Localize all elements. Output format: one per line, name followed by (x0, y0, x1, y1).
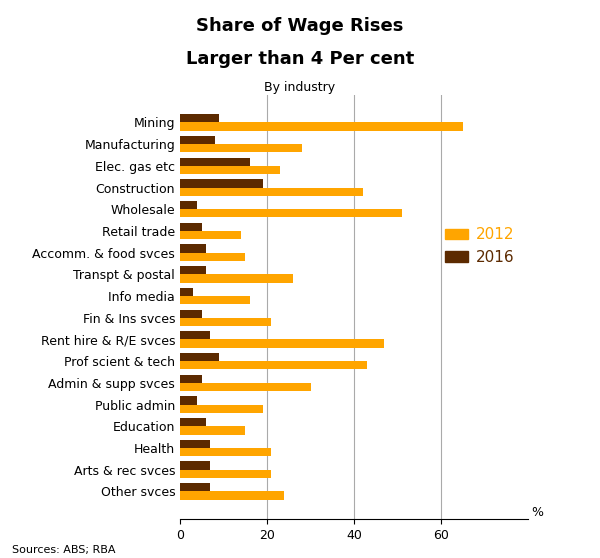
Bar (180, 461, 211, 470)
Bar (180, 492, 284, 499)
Bar (180, 275, 293, 282)
Bar (180, 318, 271, 326)
Bar (180, 418, 206, 426)
Text: %: % (532, 506, 544, 519)
Bar (180, 361, 367, 369)
Bar (180, 179, 263, 187)
Bar (180, 331, 211, 339)
Bar (180, 288, 193, 296)
Bar (180, 114, 219, 122)
Bar (180, 353, 219, 361)
Bar (180, 157, 250, 166)
Text: Sources: ABS; RBA: Sources: ABS; RBA (12, 545, 115, 555)
Text: Larger than 4 Per cent: Larger than 4 Per cent (186, 50, 414, 68)
Bar (180, 470, 271, 478)
Bar (180, 448, 271, 456)
Bar (180, 187, 363, 196)
Bar (180, 405, 263, 413)
Bar (180, 383, 311, 391)
Bar (180, 426, 245, 435)
Bar (180, 144, 302, 152)
Bar (180, 244, 206, 253)
Bar (180, 396, 197, 405)
Bar (180, 166, 280, 174)
Bar (180, 231, 241, 239)
Bar (180, 209, 402, 218)
Bar (180, 310, 202, 318)
Bar (180, 253, 245, 261)
Bar (180, 266, 206, 275)
Bar (180, 296, 250, 304)
Bar (180, 122, 463, 131)
Text: Share of Wage Rises: Share of Wage Rises (196, 17, 404, 35)
Text: By industry: By industry (265, 81, 335, 94)
Legend: 2012, 2016: 2012, 2016 (439, 221, 520, 271)
Bar (180, 201, 197, 209)
Bar (180, 339, 385, 348)
Bar (180, 440, 211, 448)
Bar (180, 374, 202, 383)
Bar (180, 483, 211, 492)
Bar (180, 136, 215, 144)
Bar (180, 223, 202, 231)
